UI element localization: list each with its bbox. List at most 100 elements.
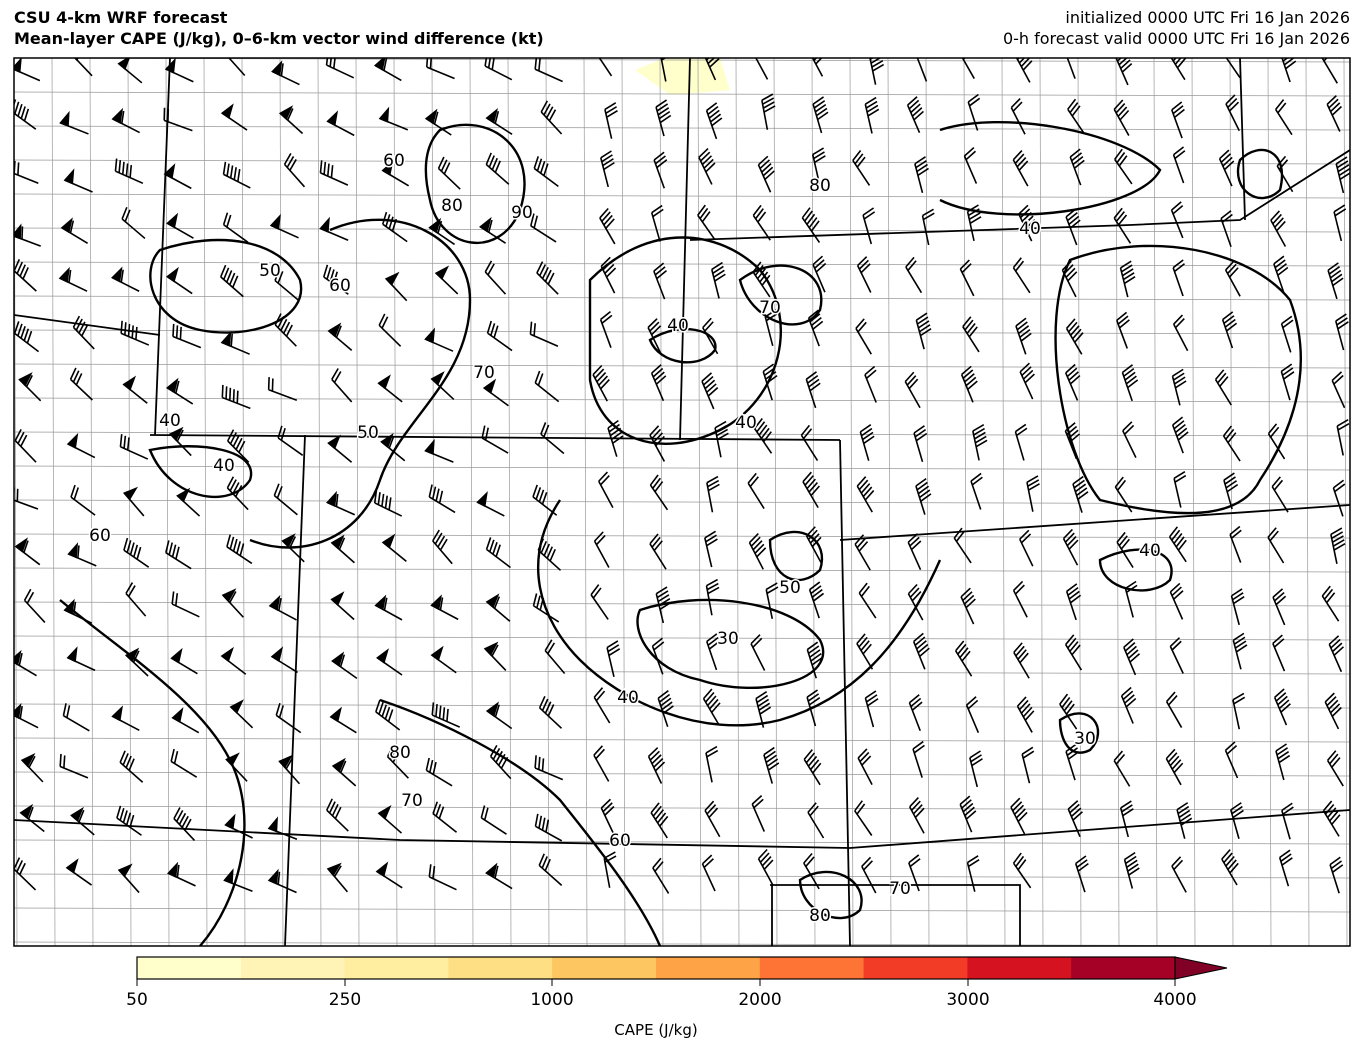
wind-barb [650, 802, 669, 839]
wind-barb [267, 868, 297, 894]
wind-barb [532, 484, 558, 516]
county-line [1001, 58, 1006, 946]
wind-barb [1114, 148, 1133, 185]
wind-barb [1327, 262, 1344, 300]
wind-barb [1168, 526, 1187, 563]
wind-barb [176, 487, 201, 517]
wind-barb [117, 863, 140, 894]
wind-barb [171, 591, 200, 618]
wind-contours [59, 120, 1302, 946]
wind-barb [752, 204, 771, 241]
wind-barb [704, 800, 721, 838]
wind-barb [432, 529, 453, 565]
wind-barb [224, 58, 246, 77]
wind-barb [803, 852, 820, 890]
wind-barb [852, 150, 871, 186]
wind-barb [1016, 696, 1035, 733]
wind-barb [69, 367, 93, 401]
wind-barb [536, 261, 559, 295]
wind-barb [1168, 58, 1187, 81]
wind-barb [1267, 423, 1286, 460]
wind-barb [1113, 207, 1132, 244]
wind-barb [1012, 257, 1031, 294]
wind-barb [14, 702, 39, 729]
wind-barb [805, 526, 822, 563]
wind-barb [1165, 748, 1184, 786]
contour-label: 80 [441, 196, 463, 216]
wind-barb [599, 311, 613, 348]
wind-barb [705, 102, 723, 140]
contour-label: 40 [213, 456, 235, 476]
wind-barb [476, 491, 505, 517]
contour-label: 40 [159, 411, 181, 431]
wind-barb [1014, 58, 1033, 83]
wind-barb [62, 703, 90, 732]
wind-barb [428, 217, 456, 246]
county-line [14, 159, 1350, 165]
county-line [14, 601, 1350, 607]
wind-barb [1332, 479, 1346, 517]
wind-barb [966, 204, 982, 242]
wind-barb [1224, 741, 1239, 779]
wind-barb [1280, 363, 1295, 401]
wind-barb [655, 586, 672, 624]
wind-barb [163, 107, 193, 132]
wind-barb [166, 861, 196, 887]
wind-barb [14, 487, 39, 510]
wind-barb [908, 854, 921, 892]
map-frame [13, 57, 1351, 947]
wind-barb [381, 160, 410, 187]
wind-barb [1171, 368, 1187, 406]
colorbar-segment [137, 957, 242, 979]
wind-barb [603, 851, 617, 888]
wind-barb [483, 641, 507, 672]
wind-barb [706, 633, 720, 671]
wind-barb [172, 323, 202, 349]
wind-barb [702, 688, 721, 725]
county-line [14, 431, 1350, 437]
county-line [14, 805, 1350, 811]
county-line [811, 58, 816, 946]
contour-label: 70 [473, 363, 495, 383]
colorbar-segment [967, 957, 1072, 979]
wind-barb [1322, 800, 1341, 837]
wind-barb [960, 587, 976, 625]
wind-barb [647, 318, 662, 355]
wind-barb [14, 857, 37, 891]
wind-barb [220, 330, 250, 355]
wind-barb [858, 582, 877, 619]
wind-barb [326, 490, 356, 516]
wind-barb [119, 434, 149, 460]
wind-barb [753, 417, 773, 454]
contour-label: 50 [259, 261, 281, 281]
wind-barb [600, 256, 617, 294]
wind-barb [1172, 259, 1185, 297]
wind-barb [111, 107, 141, 134]
wind-barb [67, 542, 97, 567]
wind-barb [959, 259, 975, 297]
wind-barb [434, 265, 459, 295]
colorbar-extend-arrow [1174, 956, 1228, 980]
wind-barb [165, 377, 194, 405]
wind-barb [168, 426, 192, 457]
wind-barb [972, 423, 988, 461]
wind-barb [1067, 98, 1086, 135]
wind-barb [752, 58, 769, 80]
wind-barb [912, 740, 925, 778]
wind-barb [1069, 148, 1085, 186]
wind-barb [921, 208, 935, 246]
county-line [14, 703, 1350, 709]
wind-barb [652, 857, 670, 894]
wind-barb [1326, 95, 1342, 132]
wind-barb [915, 312, 932, 350]
wind-barb [1065, 208, 1081, 246]
wind-barb [962, 316, 980, 353]
wind-barb [653, 151, 668, 189]
county-line [51, 58, 56, 946]
wind-barb [63, 168, 93, 193]
wind-barb [70, 58, 93, 77]
county-line [1153, 58, 1158, 946]
wind-barb [807, 802, 825, 839]
wind-barb [269, 213, 299, 239]
wind-barb [1062, 528, 1079, 566]
